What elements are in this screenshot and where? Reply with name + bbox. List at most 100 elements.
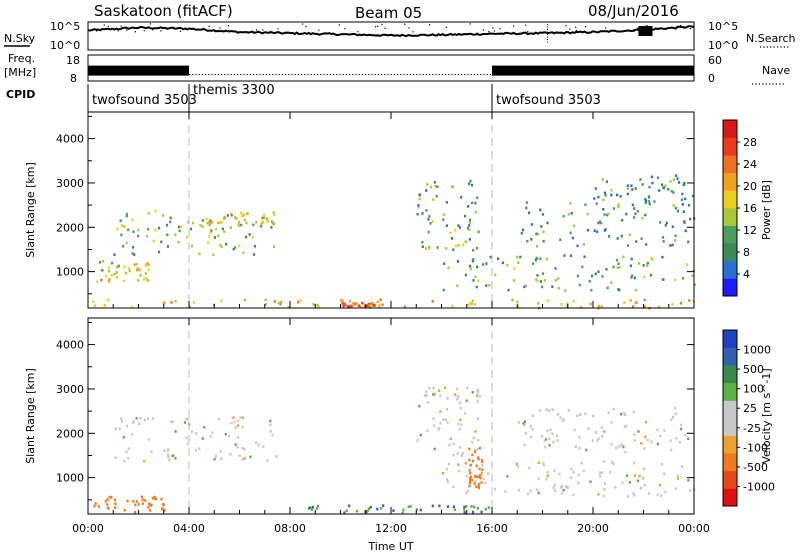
velocity-cell xyxy=(543,439,546,443)
power-cell xyxy=(473,303,477,306)
velocity-cell xyxy=(132,420,135,423)
cpid-label: CPID xyxy=(6,88,35,101)
velocity-cell xyxy=(114,506,117,509)
power-cell xyxy=(220,245,223,248)
y-tick-label: 1000 xyxy=(56,472,84,485)
velocity-cell xyxy=(663,472,666,475)
power-cell xyxy=(116,265,119,269)
power-cell xyxy=(658,189,661,192)
velocity-cell xyxy=(553,469,556,472)
power-cell xyxy=(572,299,575,303)
power-cell xyxy=(238,221,241,224)
velocity-cell xyxy=(545,478,548,481)
power-cell xyxy=(136,268,139,272)
velocity-cell xyxy=(472,459,475,463)
power-cell xyxy=(221,227,224,231)
velocity-cell xyxy=(356,509,359,513)
velocity-cell xyxy=(439,410,442,413)
velocity-cell xyxy=(610,442,613,446)
velocity-cell xyxy=(369,505,372,509)
velocity-cell xyxy=(577,473,580,477)
power-cell xyxy=(475,285,478,289)
velocity-cell xyxy=(120,417,123,420)
velocity-cell xyxy=(556,413,560,416)
power-cell xyxy=(177,241,180,244)
velocity-cell xyxy=(463,511,466,514)
freq-band xyxy=(492,65,694,76)
power-cell xyxy=(147,212,150,215)
nsky-tick-top: 10^5 xyxy=(50,20,80,33)
power-cell xyxy=(649,273,652,277)
power-cell xyxy=(379,298,382,301)
power-cell xyxy=(449,231,452,235)
velocity-cell xyxy=(656,442,659,446)
power-cell xyxy=(117,264,120,268)
nsky-point xyxy=(338,24,340,26)
velocity-cell xyxy=(578,447,581,450)
power-cell xyxy=(427,230,430,234)
velocity-cell xyxy=(141,498,144,502)
velocity-colorbar-tick-label: 500 xyxy=(743,363,764,376)
velocity-cell xyxy=(480,459,484,462)
velocity-colorbar-tick-label: -1000 xyxy=(743,480,775,493)
power-cell xyxy=(468,238,471,241)
power-cell xyxy=(115,275,118,279)
power-cell xyxy=(554,267,557,270)
nsky-point xyxy=(482,29,485,31)
power-cell xyxy=(564,289,567,292)
velocity-cell xyxy=(135,417,138,420)
nsky-point xyxy=(107,25,109,28)
velocity-cell xyxy=(446,397,449,400)
power-cell xyxy=(641,216,644,220)
power-cell xyxy=(670,189,673,193)
power-cell xyxy=(662,240,665,243)
power-cell xyxy=(539,257,542,260)
power-cell xyxy=(642,264,645,267)
velocity-cell xyxy=(141,502,144,505)
velocity-cell xyxy=(567,409,570,412)
cpid-segment-label: twofsound 3503 xyxy=(496,93,601,108)
velocity-cell xyxy=(187,417,190,421)
power-cell xyxy=(672,191,675,194)
power-cell xyxy=(240,223,243,227)
power-cell xyxy=(567,212,570,216)
power-cell xyxy=(445,201,448,204)
power-cell xyxy=(625,212,628,216)
power-cell xyxy=(436,246,439,249)
velocity-cell xyxy=(465,505,468,508)
power-cell xyxy=(124,271,127,275)
power-cell xyxy=(595,202,598,205)
velocity-cell xyxy=(628,481,632,484)
velocity-cell xyxy=(114,427,117,430)
power-cell xyxy=(208,223,211,227)
power-cell xyxy=(462,243,465,246)
velocity-cell xyxy=(465,399,468,403)
velocity-cell xyxy=(537,491,540,495)
velocity-cell xyxy=(445,408,449,411)
power-cell xyxy=(116,227,119,231)
power-cell xyxy=(166,245,169,248)
power-cell xyxy=(361,301,364,305)
velocity-y-label: Slant Range [km] xyxy=(24,368,37,464)
velocity-cell xyxy=(578,436,581,439)
velocity-cell xyxy=(432,417,435,420)
velocity-cell xyxy=(460,454,463,457)
velocity-cell xyxy=(656,493,659,497)
power-cell xyxy=(626,244,629,247)
velocity-cell xyxy=(315,507,318,510)
power-cell xyxy=(596,230,599,234)
power-cell xyxy=(469,264,472,268)
power-cell xyxy=(501,261,504,265)
velocity-cell xyxy=(558,472,561,476)
nsky-point xyxy=(527,31,529,33)
power-cell xyxy=(209,219,212,222)
velocity-cell xyxy=(576,414,579,417)
velocity-cell xyxy=(684,433,687,437)
power-cell xyxy=(643,275,646,279)
velocity-cell xyxy=(626,474,629,477)
velocity-cell xyxy=(637,430,640,433)
power-cell xyxy=(467,303,470,307)
power-cell xyxy=(317,305,320,308)
power-cell xyxy=(597,195,600,199)
